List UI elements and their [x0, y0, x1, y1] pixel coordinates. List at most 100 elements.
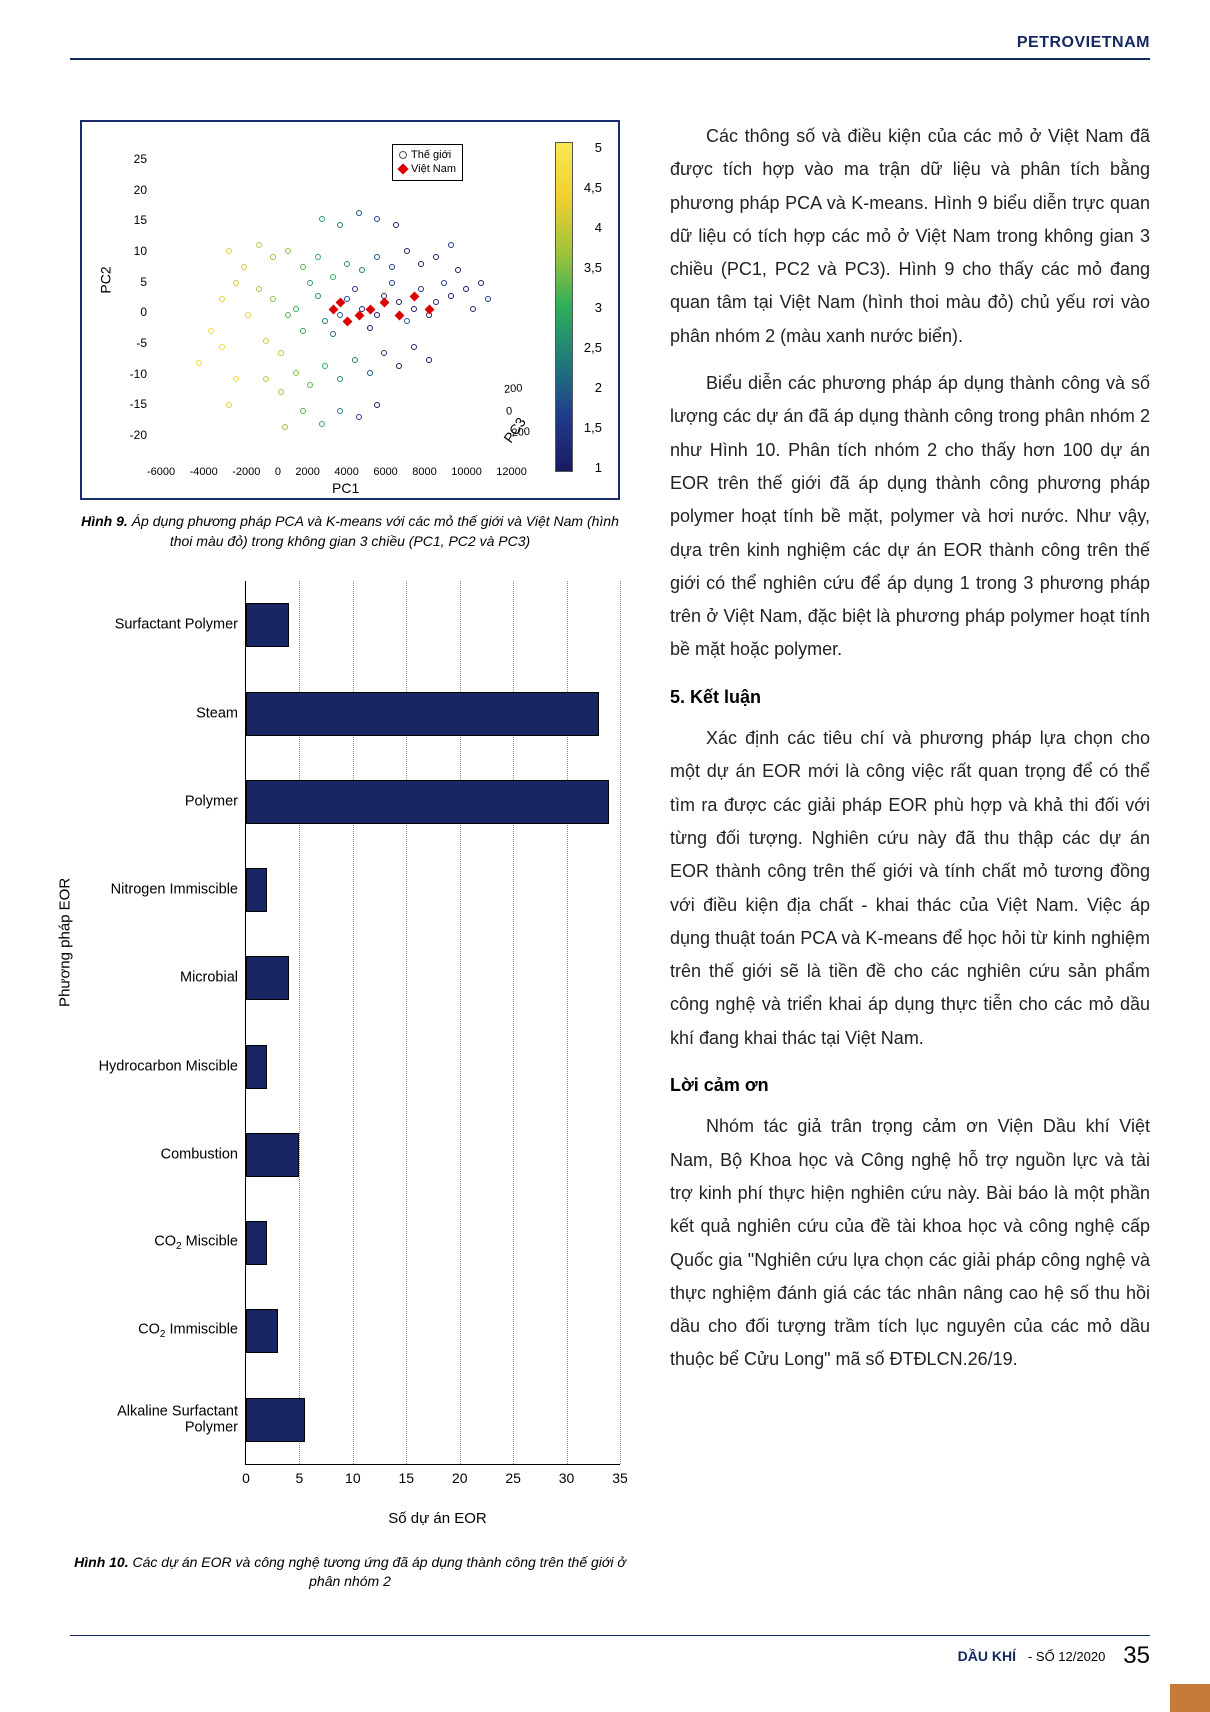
fig9-y-tick: -5 [136, 336, 147, 350]
world-point [411, 344, 417, 350]
fig9-x-axis-label: PC1 [332, 480, 359, 496]
world-point [285, 312, 291, 318]
fig9-colorbar-tick: 4,5 [584, 180, 602, 195]
fig9-y-tick: 25 [134, 152, 147, 166]
fig9-colorbar-tick: 3 [595, 300, 602, 315]
fig10-bar-label: Combustion [81, 1147, 246, 1164]
paragraph-2: Biểu diễn các phương pháp áp dụng thành … [670, 367, 1150, 667]
world-point [367, 370, 373, 376]
fig9-y-tick: -10 [130, 367, 147, 381]
fig10-y-axis-label: Phương pháp EOR [57, 878, 74, 1007]
footer-page-number: 35 [1123, 1642, 1150, 1670]
world-point [356, 414, 362, 420]
fig9-y-tick: 20 [134, 183, 147, 197]
legend-vietnam-label: Việt Nam [411, 162, 456, 176]
fig10-bar [246, 1309, 278, 1353]
world-point [389, 280, 395, 286]
world-point [411, 306, 417, 312]
vietnam-point [410, 291, 420, 301]
fig10-bar [246, 956, 289, 1000]
world-point [344, 261, 350, 267]
world-point [455, 267, 461, 273]
figure-10-caption: Hình 10. Các dự án EOR và công nghệ tươn… [70, 1553, 630, 1592]
fig10-gridline [620, 581, 621, 1464]
world-point [374, 216, 380, 222]
world-point [307, 382, 313, 388]
world-point [219, 344, 225, 350]
world-point [315, 254, 321, 260]
fig10-bar-label: CO2 Immiscible [81, 1322, 246, 1341]
fig10-x-tick: 20 [452, 1470, 468, 1486]
fig10-bar [246, 868, 267, 912]
world-point [241, 264, 247, 270]
world-point [307, 280, 313, 286]
fig9-y-tick: 5 [140, 275, 147, 289]
vietnam-point [395, 311, 405, 321]
figure-10-barchart: Phương pháp EOR 05101520253035Surfactant… [70, 581, 630, 1545]
fig10-plot-area: 05101520253035Surfactant PolymerSteamPol… [245, 581, 620, 1465]
fig9-y-tick: -20 [130, 428, 147, 442]
fig10-bar [246, 1133, 299, 1177]
fig10-bar [246, 1398, 305, 1442]
fig9-y-tick: -15 [130, 397, 147, 411]
fig10-x-tick: 15 [398, 1470, 414, 1486]
header-rule [70, 58, 1150, 60]
legend-world-label: Thế giới [411, 148, 451, 162]
world-point [293, 370, 299, 376]
world-point [278, 350, 284, 356]
fig9-colorbar-tick: 2,5 [584, 340, 602, 355]
fig9-y-tick: 0 [140, 305, 147, 319]
world-point [485, 296, 491, 302]
world-point [352, 286, 358, 292]
world-point [352, 357, 358, 363]
world-point [381, 350, 387, 356]
world-point [300, 264, 306, 270]
world-point [389, 264, 395, 270]
right-column-text: Các thông số và điều kiện của các mỏ ở V… [670, 120, 1150, 1622]
world-point [418, 261, 424, 267]
fig9-colorbar-tick: 1 [595, 460, 602, 475]
fig10-x-tick: 0 [242, 1470, 250, 1486]
world-point [337, 408, 343, 414]
fig9-colorbar [555, 142, 573, 472]
fig10-x-tick: 5 [296, 1470, 304, 1486]
fig10-bar-label: Alkaline Surfactant Polymer [81, 1403, 246, 1436]
world-point [219, 296, 225, 302]
world-point [315, 293, 321, 299]
world-point [374, 254, 380, 260]
fig9-y-tick: 15 [134, 213, 147, 227]
paragraph-4: Nhóm tác giả trân trọng cảm ơn Viện Dầu … [670, 1110, 1150, 1376]
fig10-x-tick: 25 [505, 1470, 521, 1486]
world-point [282, 424, 288, 430]
fig10-caption-number: Hình 10. [74, 1554, 128, 1570]
fig10-bar-label: Hydrocarbon Miscible [81, 1058, 246, 1075]
footer-journal: DẦU KHÍ [958, 1648, 1016, 1664]
world-point [300, 408, 306, 414]
fig9-plot-area [152, 152, 522, 472]
fig10-bar [246, 1221, 267, 1265]
world-point [441, 280, 447, 286]
world-point [319, 421, 325, 427]
fig9-y-ticks: 2520151050-5-10-15-20 [112, 152, 147, 442]
left-column: PC2 PC1 PC3 2520151050-5-10-15-20 -6000-… [70, 120, 630, 1622]
world-point [330, 274, 336, 280]
legend-item-vietnam: Việt Nam [399, 162, 456, 176]
world-point [356, 210, 362, 216]
figure-9-scatter3d: PC2 PC1 PC3 2520151050-5-10-15-20 -6000-… [80, 120, 620, 500]
world-point [418, 286, 424, 292]
fig10-x-tick: 30 [559, 1470, 575, 1486]
figure-9-caption: Hình 9. Áp dụng phương pháp PCA và K-mea… [70, 512, 630, 551]
world-point [256, 242, 262, 248]
world-point [319, 216, 325, 222]
fig9-colorbar-tick: 1,5 [584, 420, 602, 435]
world-point [433, 299, 439, 305]
world-point [337, 222, 343, 228]
footer-issue: - SỐ 12/2020 [1028, 1649, 1105, 1664]
fig9-caption-text: Áp dụng phương pháp PCA và K-means với c… [128, 513, 619, 549]
fig10-bar-label: Polymer [81, 794, 246, 811]
world-point [404, 248, 410, 254]
fig10-bar [246, 780, 609, 824]
vietnam-point [354, 311, 364, 321]
vietnam-point [343, 317, 353, 327]
world-point [478, 280, 484, 286]
